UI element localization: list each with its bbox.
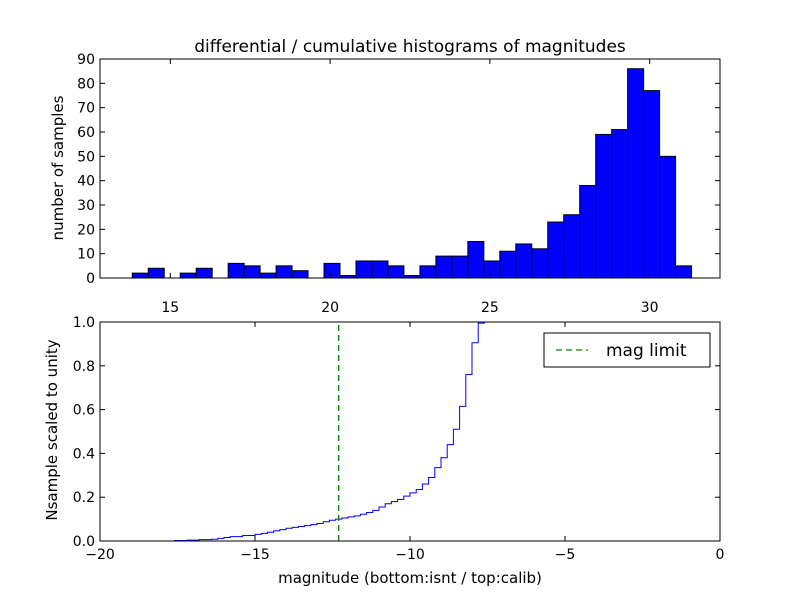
top-x-tick-label: 15: [161, 300, 179, 316]
histogram-bar: [371, 260, 389, 279]
bottom-x-tick-label: 0: [716, 547, 725, 563]
histogram-bar: [131, 272, 149, 279]
top-chart-ylabel: number of samples: [49, 95, 67, 240]
bottom-y-tick-label: 0.6: [73, 403, 95, 419]
top-x-tick-label: 25: [481, 300, 499, 316]
bottom-chart-ticks: 0.0 0.2 0.4 0.6 0.8 1.0 −20 −15 −10 −5 0: [73, 315, 725, 563]
histogram-bar: [579, 185, 597, 279]
top-chart-title: differential / cumulative histograms of …: [194, 37, 626, 57]
histogram-bar: [147, 267, 165, 279]
histogram-bar: [275, 265, 293, 279]
histogram-bar: [419, 265, 437, 279]
top-y-tick-label: 30: [77, 198, 95, 214]
histogram-bar: [227, 262, 245, 279]
histogram-bar: [659, 155, 677, 279]
bottom-y-tick-label: 1.0: [73, 315, 95, 331]
histogram-bar: [547, 221, 565, 279]
histogram-bar: [259, 272, 277, 279]
top-y-tick-label: 50: [77, 149, 95, 165]
histogram-bar: [467, 241, 485, 279]
histogram-bar: [243, 265, 261, 279]
histogram-bar: [387, 265, 405, 279]
top-histogram-bars: [131, 68, 693, 279]
bottom-y-tick-label: 0.4: [73, 446, 95, 462]
bottom-y-tick-label: 0.0: [73, 534, 95, 550]
histogram-bar: [323, 262, 341, 279]
top-y-tick-label: 80: [77, 76, 95, 92]
histogram-bar: [179, 272, 197, 279]
legend-mag-limit-label: mag limit: [606, 341, 687, 361]
top-x-tick-label: 20: [321, 300, 339, 316]
top-y-tick-label: 20: [77, 222, 95, 238]
histogram-bar: [291, 270, 309, 279]
top-y-tick-label: 70: [77, 101, 95, 117]
histogram-bar: [515, 243, 533, 279]
bottom-chart-frame: [99, 321, 721, 542]
histogram-bar: [435, 255, 453, 279]
histogram-bar: [627, 68, 645, 279]
top-y-tick-label: 60: [77, 125, 95, 141]
histogram-bar: [675, 265, 693, 279]
histogram-bar: [195, 267, 213, 279]
top-chart-frame: [99, 58, 721, 279]
bottom-chart-xlabel: magnitude (bottom:isnt / top:calib): [278, 569, 542, 587]
histogram-bar: [355, 260, 373, 279]
top-y-tick-label: 90: [77, 52, 95, 68]
histogram-bar: [483, 260, 501, 279]
bottom-y-tick-label: 0.8: [73, 359, 95, 375]
histogram-bar: [611, 129, 629, 279]
histogram-bar: [499, 250, 517, 279]
top-y-tick-label: 0: [86, 271, 95, 287]
histogram-bar: [531, 248, 549, 279]
bottom-x-tick-label: −20: [85, 547, 115, 563]
top-y-tick-label: 40: [77, 174, 95, 190]
bottom-x-tick-label: −15: [240, 547, 270, 563]
histogram-bar: [643, 90, 661, 279]
bottom-y-tick-label: 0.2: [73, 490, 95, 506]
histogram-bar: [451, 255, 469, 279]
top-y-tick-label: 10: [77, 247, 95, 263]
top-histogram-chart: differential / cumulative histograms of …: [49, 37, 721, 316]
top-x-tick-label: 30: [641, 300, 659, 316]
bottom-cumulative-chart: magnitude (bottom:isnt / top:calib) Nsam…: [43, 315, 724, 587]
top-chart-ticks: 0 10 20 30 40 50 60 70 80 90 15 20 25 30: [77, 52, 720, 316]
legend: mag limit: [543, 332, 711, 368]
cumulative-step-line: [162, 322, 485, 542]
histogram-bar: [563, 214, 581, 279]
bottom-x-tick-label: −10: [395, 547, 425, 563]
bottom-x-tick-label: −5: [555, 547, 576, 563]
histogram-bar: [595, 133, 613, 279]
bottom-chart-ylabel: Nsample scaled to unity: [43, 339, 61, 520]
